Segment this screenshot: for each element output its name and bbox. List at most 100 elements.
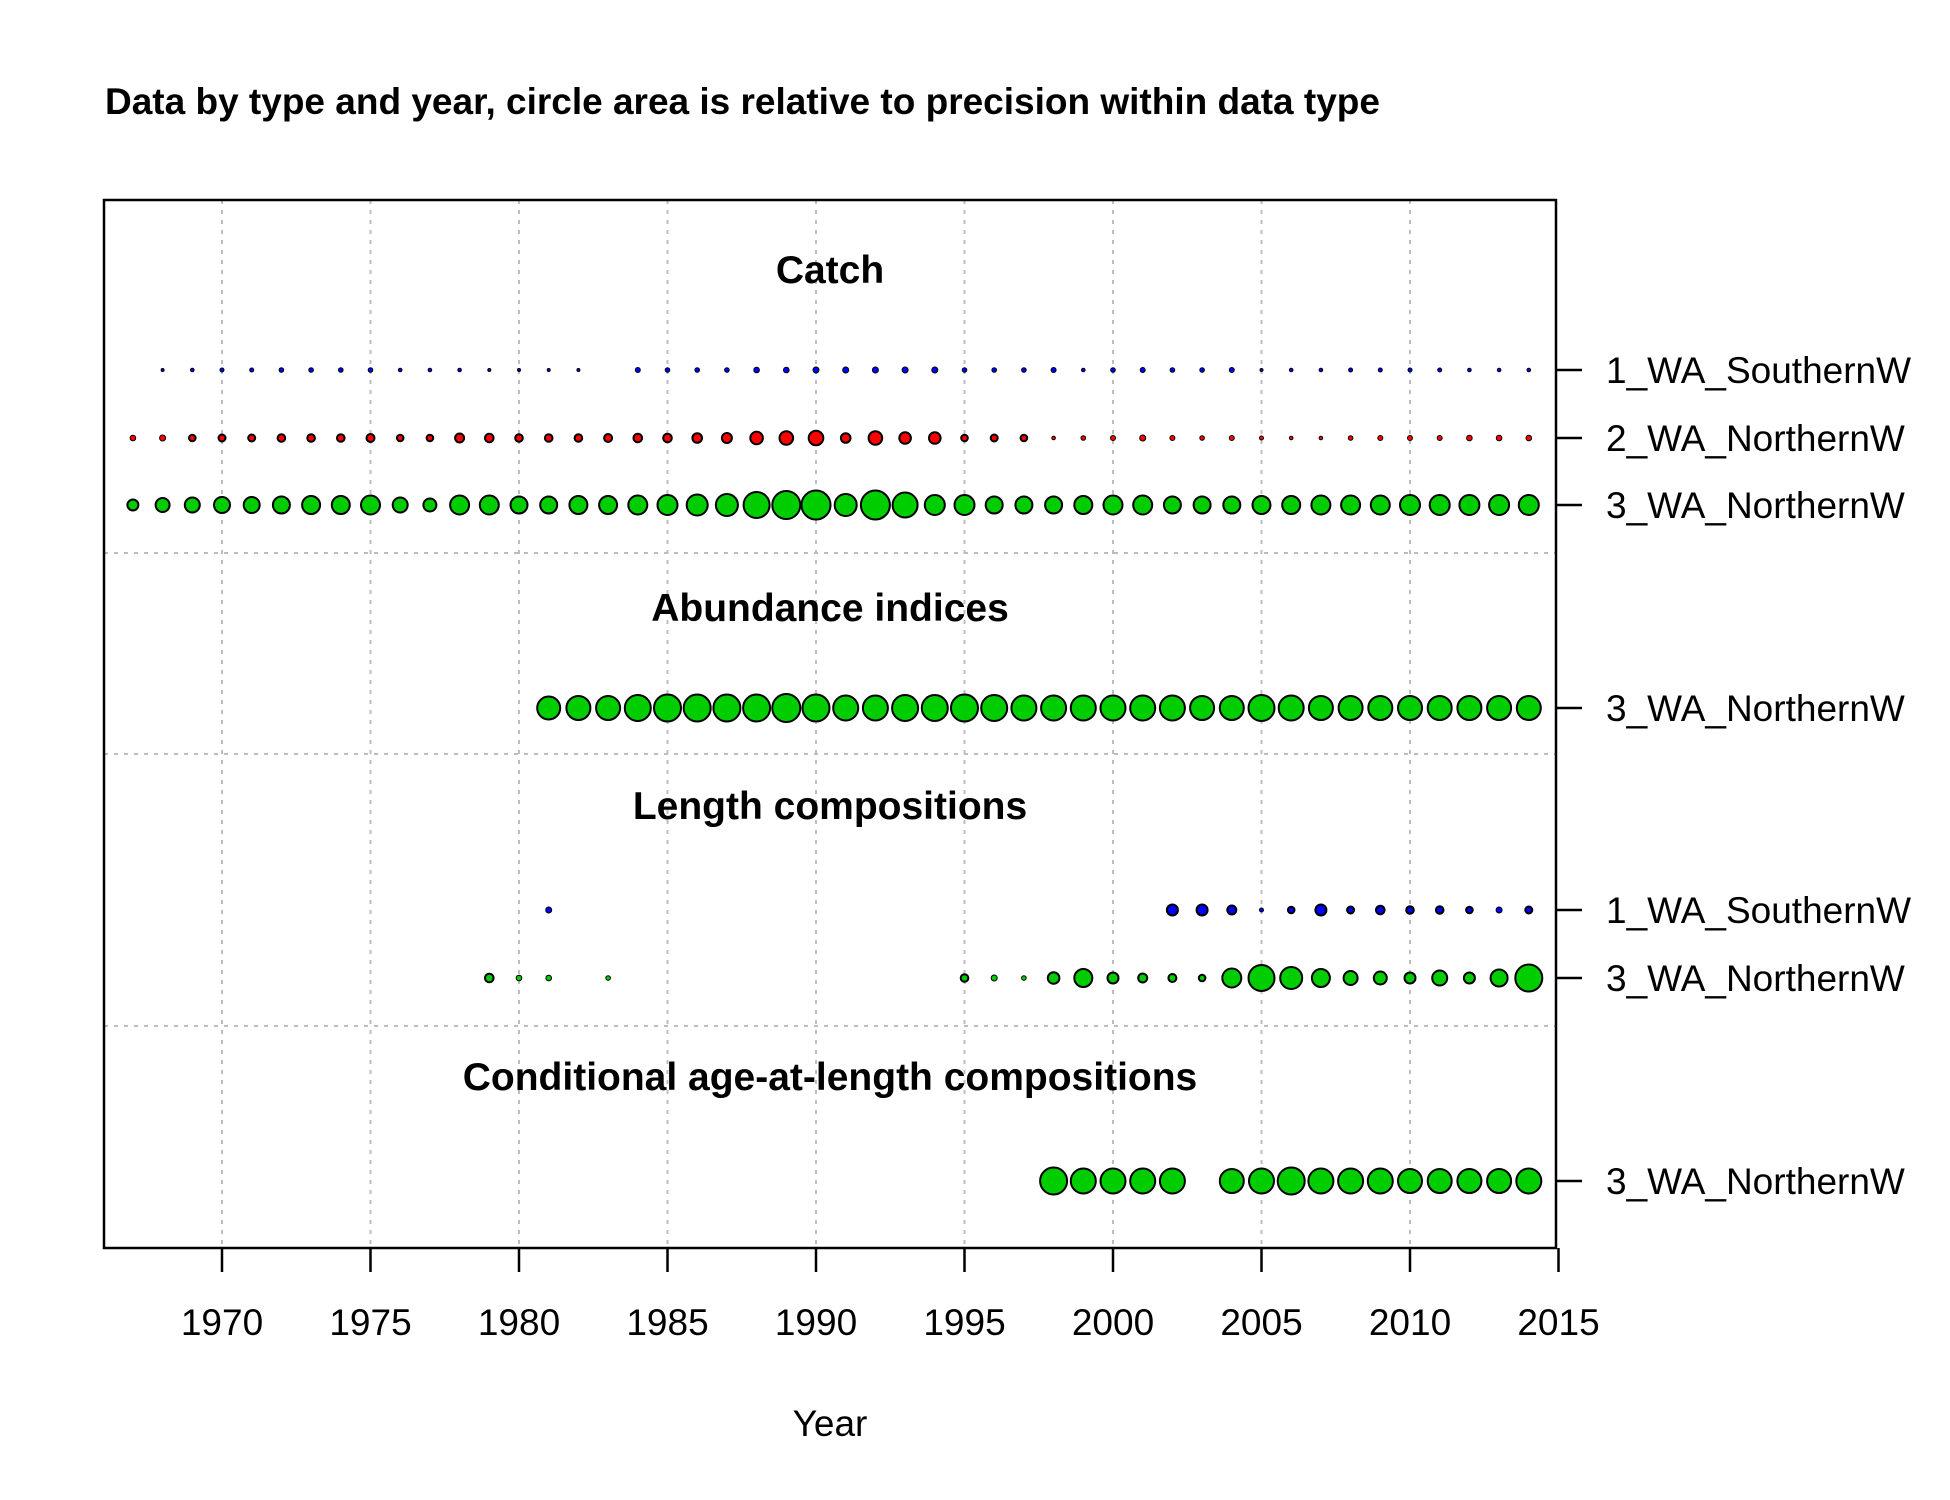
data-point [662,432,673,444]
data-point [545,906,553,914]
data-point [1342,970,1359,986]
data-point [1489,968,1509,988]
data-point [1314,903,1328,917]
data-point [950,693,979,723]
data-point [839,432,852,444]
data-point [1226,904,1238,916]
data-point [1080,435,1087,441]
data-point [989,433,999,443]
data-point [800,489,832,521]
row-label: 3_WA_NorthernW [1606,688,1905,729]
data-point [1073,495,1094,515]
data-point [154,497,171,513]
data-point [278,367,285,373]
data-point [656,494,679,516]
data-point [391,496,409,514]
data-point [126,498,140,512]
data-point [691,432,704,444]
data-point [1228,367,1235,373]
data-point [891,694,920,722]
data-point [1051,435,1056,441]
data-point [1434,905,1445,915]
data-point [1137,972,1149,984]
data-point [183,496,201,514]
data-point [1366,1167,1394,1195]
data-point [545,974,553,982]
data-point [1199,435,1205,441]
x-tick-label: 1995 [923,1302,1005,1343]
data-point [1526,367,1532,373]
data-point [1495,906,1503,914]
data-point [1465,905,1474,915]
data-point [1050,367,1057,373]
data-point [242,496,261,514]
data-point [1346,905,1356,915]
data-point [1251,495,1272,515]
data-point [871,366,879,374]
data-point [742,491,771,519]
data-point [1247,694,1276,722]
data-point [1021,975,1027,981]
x-tick-label: 1975 [329,1302,411,1343]
data-point [720,432,733,444]
data-point [1019,433,1029,443]
data-point [1069,694,1097,722]
data-point [457,367,462,373]
data-point [338,367,344,373]
data-point [1169,367,1176,373]
data-point [1437,367,1443,373]
data-point [1515,695,1542,721]
data-point [1426,1168,1453,1194]
data-point [249,367,255,373]
data-point [514,433,524,443]
data-point [1158,1167,1186,1195]
data-point [1456,695,1483,721]
data-point [1372,970,1388,986]
data-point [1377,435,1384,441]
x-tick-label: 2015 [1517,1302,1599,1343]
data-point [160,368,165,372]
data-point [1044,495,1064,515]
data-point [449,494,471,516]
data-point [833,493,858,517]
data-point [509,495,529,515]
data-point [1139,367,1146,373]
data-point [1081,367,1086,373]
data-point [422,497,438,513]
data-point [367,367,374,373]
data-point [1110,367,1116,373]
data-point [217,433,227,443]
data-point [484,432,495,444]
data-point [1129,694,1157,722]
data-point [1276,1166,1306,1196]
data-point [771,490,802,520]
data-point [1337,1167,1365,1195]
data-point [1310,494,1332,516]
data-point [807,429,825,447]
grid-lines [104,200,1556,1248]
plot-frame [102,198,1558,1250]
data-point [1367,695,1394,721]
data-point [1515,1167,1543,1195]
data-point [478,494,500,516]
data-point [771,693,802,723]
row-label: 3_WA_NorthernW [1606,958,1905,999]
data-point [1288,367,1294,373]
data-point [1456,1168,1483,1194]
data-point [1403,971,1417,985]
data-point [1069,1167,1097,1195]
data-point [653,693,682,723]
row-label: 1_WA_SouthernW [1606,890,1911,931]
data-point [425,433,435,443]
data-point [1467,367,1472,373]
data-point [271,495,291,515]
data-point [1021,367,1027,373]
row-label: 3_WA_NorthernW [1606,485,1905,526]
data-point [682,693,712,723]
x-tick-label: 2005 [1220,1302,1302,1343]
section-title: Abundance indices [651,587,1009,630]
data-point [1486,695,1513,721]
data-point [990,974,998,982]
data-point [1286,905,1296,915]
